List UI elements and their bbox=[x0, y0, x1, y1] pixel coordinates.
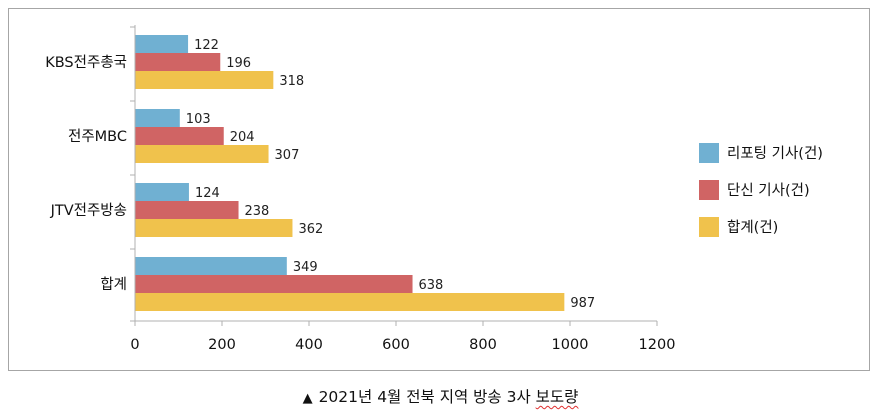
bar-value-label-2-1: 238 bbox=[245, 204, 270, 219]
bar-value-label-1-1: 204 bbox=[230, 130, 255, 145]
legend-swatch-2 bbox=[699, 217, 719, 237]
bar-value-label-0-2: 318 bbox=[279, 74, 304, 89]
bar-0-2 bbox=[135, 71, 274, 89]
bar-value-label-0-1: 196 bbox=[226, 56, 251, 71]
legend-label-2: 합계(건) bbox=[727, 219, 778, 236]
bar-value-label-2-0: 124 bbox=[195, 186, 220, 201]
bar-1-2 bbox=[135, 145, 269, 163]
x-tick-label-3: 600 bbox=[382, 337, 410, 353]
x-tick-label-4: 800 bbox=[469, 337, 497, 353]
bar-1-0 bbox=[135, 109, 180, 127]
caption-underlined-word: 보도량 bbox=[535, 388, 579, 406]
legend-swatch-0 bbox=[699, 143, 719, 163]
bar-0-1 bbox=[135, 53, 221, 71]
category-label-2: JTV전주방송 bbox=[50, 202, 127, 219]
category-label-1: 전주MBC bbox=[68, 128, 127, 145]
chart: 122 196 318 KBS전주총국 103 204 307 전주MBC 124 238 362 J… bbox=[45, 25, 823, 353]
bar-value-label-3-2: 987 bbox=[570, 296, 595, 311]
bar-value-label-1-2: 307 bbox=[275, 148, 300, 163]
bar-3-0 bbox=[135, 257, 287, 275]
category-label-0: KBS전주총국 bbox=[45, 54, 127, 71]
caption-text: 2021년 4월 전북 지역 방송 3사 bbox=[318, 388, 531, 406]
chart-caption: ▲ 2021년 4월 전북 지역 방송 3사 보도량 bbox=[0, 385, 881, 407]
bar-1-1 bbox=[135, 127, 224, 145]
bar-value-label-3-0: 349 bbox=[293, 260, 318, 275]
bar-value-label-1-0: 103 bbox=[186, 112, 211, 127]
bar-2-1 bbox=[135, 201, 239, 219]
bar-2-0 bbox=[135, 183, 189, 201]
triangle-up-icon: ▲ bbox=[302, 391, 313, 406]
x-tick-label-6: 1200 bbox=[639, 337, 676, 353]
bar-3-2 bbox=[135, 293, 565, 311]
x-tick-label-2: 400 bbox=[295, 337, 323, 353]
chart-frame: 122 196 318 KBS전주총국 103 204 307 전주MBC 124 238 362 J… bbox=[8, 8, 870, 371]
bar-value-label-3-1: 638 bbox=[419, 278, 444, 293]
legend-label-1: 단신 기사(건) bbox=[727, 182, 810, 199]
bar-value-label-0-0: 122 bbox=[194, 38, 219, 53]
legend-label-0: 리포팅 기사(건) bbox=[727, 145, 823, 162]
bar-3-1 bbox=[135, 275, 413, 293]
x-tick-label-0: 0 bbox=[130, 337, 139, 353]
bar-2-2 bbox=[135, 219, 293, 237]
x-tick-label-1: 200 bbox=[208, 337, 236, 353]
x-tick-label-5: 1000 bbox=[552, 337, 589, 353]
legend-swatch-1 bbox=[699, 180, 719, 200]
bar-0-0 bbox=[135, 35, 189, 53]
bar-value-label-2-2: 362 bbox=[298, 222, 323, 237]
category-label-3: 합계 bbox=[100, 276, 127, 293]
